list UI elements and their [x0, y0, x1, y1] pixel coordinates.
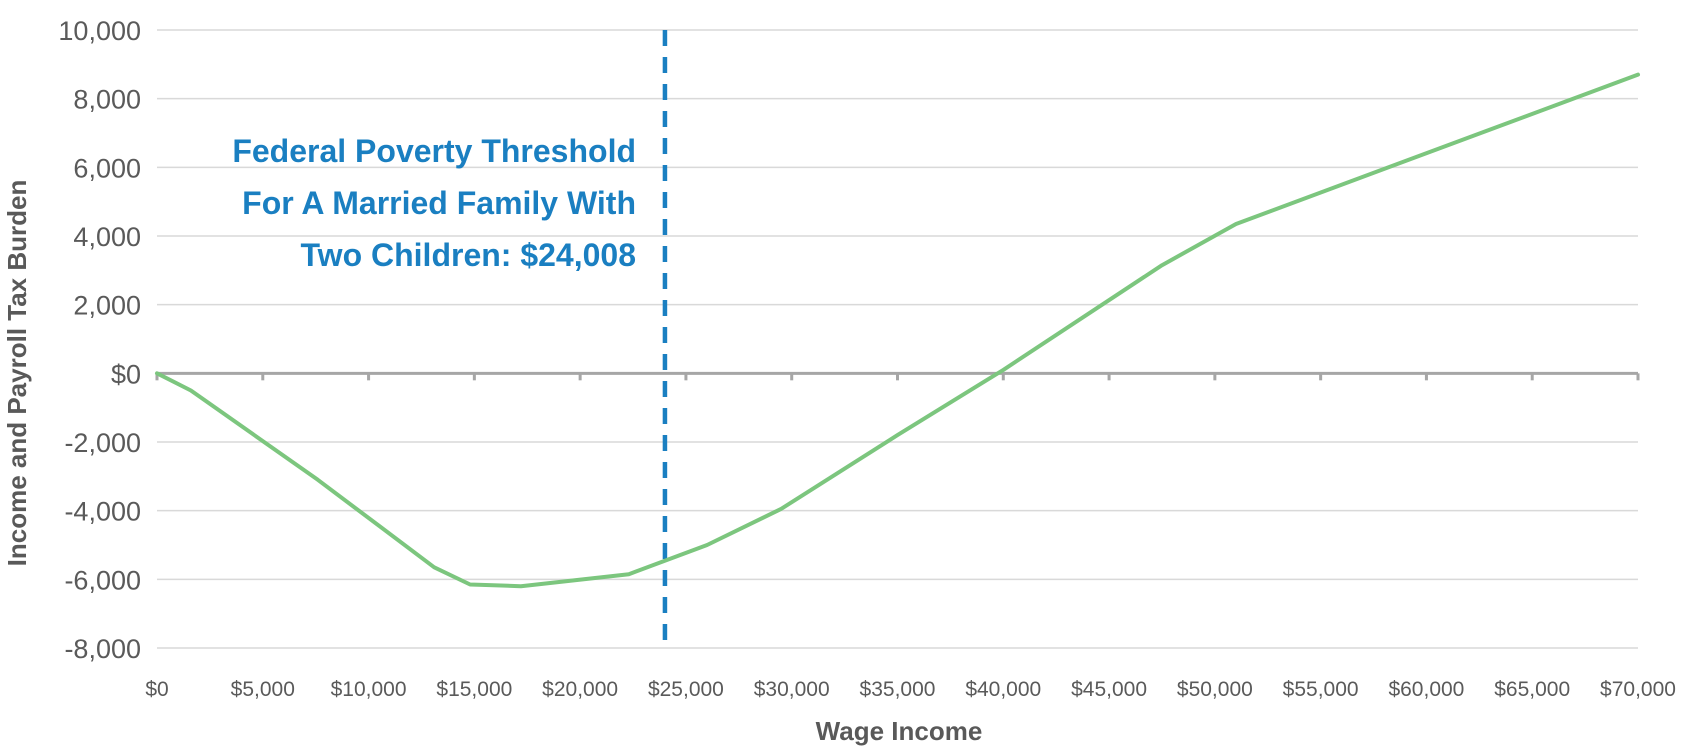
annotation-line-2: For A Married Family With [242, 185, 636, 221]
x-tick-label: $35,000 [860, 678, 936, 701]
y-tick-label: -6,000 [64, 565, 141, 595]
y-tick-labels: 10,000 8,000 6,000 4,000 2,000 $0 -2,000 -4,000… [58, 16, 141, 664]
x-tick-label: $40,000 [965, 678, 1041, 701]
y-tick-label: 2,000 [73, 291, 141, 321]
y-tick-label: -8,000 [64, 634, 141, 664]
x-tick-label: $25,000 [648, 678, 724, 701]
x-tick-label: $0 [145, 678, 168, 701]
y-tick-label: $0 [111, 359, 141, 389]
grid-lines [157, 29, 1638, 649]
series-line [155, 72, 1640, 589]
y-tick-label: -4,000 [64, 497, 141, 527]
x-tick-labels: $0 $5,000 $10,000 $15,000 $20,000 $25,000 $30,… [145, 678, 1676, 701]
annotation-line-3: Two Children: $24,008 [301, 237, 637, 273]
x-tick-label: $50,000 [1177, 678, 1253, 701]
x-tick-label: $60,000 [1388, 678, 1464, 701]
y-tick-label: 10,000 [58, 16, 141, 46]
x-tick-label: $10,000 [331, 678, 407, 701]
annotation-line-1: Federal Poverty Threshold [232, 133, 636, 169]
x-tick-label: $5,000 [231, 678, 295, 701]
x-tick-label: $70,000 [1600, 678, 1676, 701]
zero-axis [155, 371, 1640, 381]
y-tick-label: 4,000 [73, 222, 141, 252]
y-axis-title: Income and Payroll Tax Burden [2, 180, 32, 567]
x-tick-label: $45,000 [1071, 678, 1147, 701]
x-tick-label: $20,000 [542, 678, 618, 701]
x-tick-label: $65,000 [1494, 678, 1570, 701]
y-tick-label: -2,000 [64, 428, 141, 458]
x-axis-title: Wage Income [816, 716, 983, 746]
y-tick-label: 6,000 [73, 153, 141, 183]
y-tick-label: 8,000 [73, 85, 141, 115]
x-tick-label: $30,000 [754, 678, 830, 701]
x-tick-label: $55,000 [1283, 678, 1359, 701]
x-tick-label: $15,000 [436, 678, 512, 701]
series-group [155, 72, 1640, 589]
